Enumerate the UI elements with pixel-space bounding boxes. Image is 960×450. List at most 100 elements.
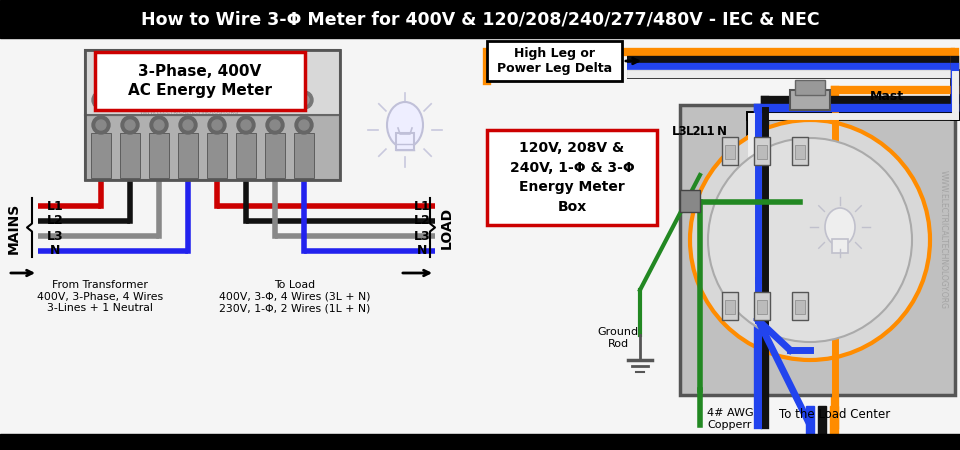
Circle shape <box>295 91 313 109</box>
FancyBboxPatch shape <box>487 130 657 225</box>
Circle shape <box>121 91 139 109</box>
Circle shape <box>96 120 106 130</box>
Bar <box>120 133 140 178</box>
Circle shape <box>212 120 222 130</box>
Bar <box>680 190 700 212</box>
Circle shape <box>179 116 197 134</box>
Circle shape <box>212 95 222 105</box>
Text: Mast: Mast <box>870 90 904 104</box>
Circle shape <box>125 120 135 130</box>
Circle shape <box>183 95 193 105</box>
Bar <box>754 137 770 165</box>
Circle shape <box>183 120 193 130</box>
Text: L3: L3 <box>672 125 687 138</box>
Circle shape <box>299 120 309 130</box>
Bar <box>722 292 738 320</box>
Text: L2: L2 <box>686 125 702 138</box>
Bar <box>680 105 955 395</box>
Ellipse shape <box>825 208 855 246</box>
Text: Ground
Rod: Ground Rod <box>597 327 638 349</box>
FancyBboxPatch shape <box>95 52 305 110</box>
Circle shape <box>266 116 284 134</box>
Circle shape <box>299 95 309 105</box>
Bar <box>830 406 838 434</box>
Bar <box>236 133 256 178</box>
Circle shape <box>270 95 280 105</box>
Bar <box>0 434 960 450</box>
Text: L2: L2 <box>47 215 63 228</box>
Bar <box>85 50 340 180</box>
Text: L1: L1 <box>414 199 430 212</box>
FancyBboxPatch shape <box>487 41 622 81</box>
Circle shape <box>708 138 912 342</box>
Bar <box>795 145 805 159</box>
Text: MAINS: MAINS <box>7 202 21 254</box>
Text: To the Load Center: To the Load Center <box>780 408 891 421</box>
Text: 4# AWG
Copperr: 4# AWG Copperr <box>707 408 754 430</box>
Bar <box>178 133 198 178</box>
Text: High Leg or
Power Leg Delta: High Leg or Power Leg Delta <box>497 47 612 75</box>
Text: N: N <box>50 244 60 257</box>
Circle shape <box>150 116 168 134</box>
Text: WWW.ELECTRICALTECHNOLOGY.ORG: WWW.ELECTRICALTECHNOLOGY.ORG <box>939 171 948 310</box>
Bar <box>790 90 830 110</box>
Circle shape <box>208 116 226 134</box>
Text: LOAD: LOAD <box>440 207 454 249</box>
Text: WWW.ELECTRICALTECHNOLOGY.ORG: WWW.ELECTRICALTECHNOLOGY.ORG <box>140 109 240 114</box>
Bar <box>757 300 767 314</box>
Circle shape <box>266 91 284 109</box>
Circle shape <box>154 95 164 105</box>
Bar <box>792 292 808 320</box>
Circle shape <box>121 116 139 134</box>
Bar <box>91 133 111 178</box>
Bar <box>725 145 735 159</box>
Bar <box>818 406 826 434</box>
Bar <box>792 137 808 165</box>
Text: L1: L1 <box>47 199 63 212</box>
Text: L3: L3 <box>47 230 63 243</box>
Bar <box>806 406 814 434</box>
Bar <box>725 300 735 314</box>
Bar <box>85 50 340 115</box>
Bar <box>0 0 960 38</box>
Text: L2: L2 <box>414 215 430 228</box>
Bar <box>757 145 767 159</box>
Circle shape <box>92 91 110 109</box>
Text: How to Wire 3-Φ Meter for 400V & 120/208/240/277/480V - IEC & NEC: How to Wire 3-Φ Meter for 400V & 120/208… <box>141 10 819 28</box>
Circle shape <box>150 91 168 109</box>
Ellipse shape <box>387 102 423 148</box>
Circle shape <box>295 116 313 134</box>
Text: L1: L1 <box>700 125 716 138</box>
Bar <box>85 115 340 180</box>
Circle shape <box>237 116 255 134</box>
Circle shape <box>125 95 135 105</box>
Circle shape <box>241 120 251 130</box>
Circle shape <box>179 91 197 109</box>
Text: From 3-Phase
Transformer: From 3-Phase Transformer <box>507 135 603 163</box>
Circle shape <box>208 91 226 109</box>
Bar <box>795 300 805 314</box>
Text: N: N <box>717 125 727 138</box>
Bar <box>832 239 848 253</box>
Text: N: N <box>417 244 427 257</box>
Circle shape <box>154 120 164 130</box>
Bar <box>754 292 770 320</box>
Bar <box>480 38 960 434</box>
Text: WWW.ELECTRICALTECHNOLOGY.ORG: WWW.ELECTRICALTECHNOLOGY.ORG <box>108 76 272 85</box>
Bar <box>265 133 285 178</box>
Text: 3-Phase, 400V
AC Energy Meter: 3-Phase, 400V AC Energy Meter <box>128 63 272 99</box>
Circle shape <box>96 95 106 105</box>
Circle shape <box>690 120 930 360</box>
Text: From Transformer
400V, 3-Phase, 4 Wires
3-Lines + 1 Neutral: From Transformer 400V, 3-Phase, 4 Wires … <box>36 280 163 313</box>
Text: 120V, 208V &
240V, 1-Φ & 3-Φ
Energy Meter
Box: 120V, 208V & 240V, 1-Φ & 3-Φ Energy Mete… <box>510 141 635 214</box>
Text: To Load
400V, 3-Φ, 4 Wires (3L + N)
230V, 1-Φ, 2 Wires (1L + N): To Load 400V, 3-Φ, 4 Wires (3L + N) 230V… <box>219 280 371 313</box>
Bar <box>294 133 314 178</box>
Bar <box>0 38 480 434</box>
Circle shape <box>241 95 251 105</box>
Circle shape <box>237 91 255 109</box>
Bar <box>149 133 169 178</box>
Bar <box>795 80 825 95</box>
Bar <box>396 133 414 150</box>
Circle shape <box>270 120 280 130</box>
Text: L3: L3 <box>414 230 430 243</box>
